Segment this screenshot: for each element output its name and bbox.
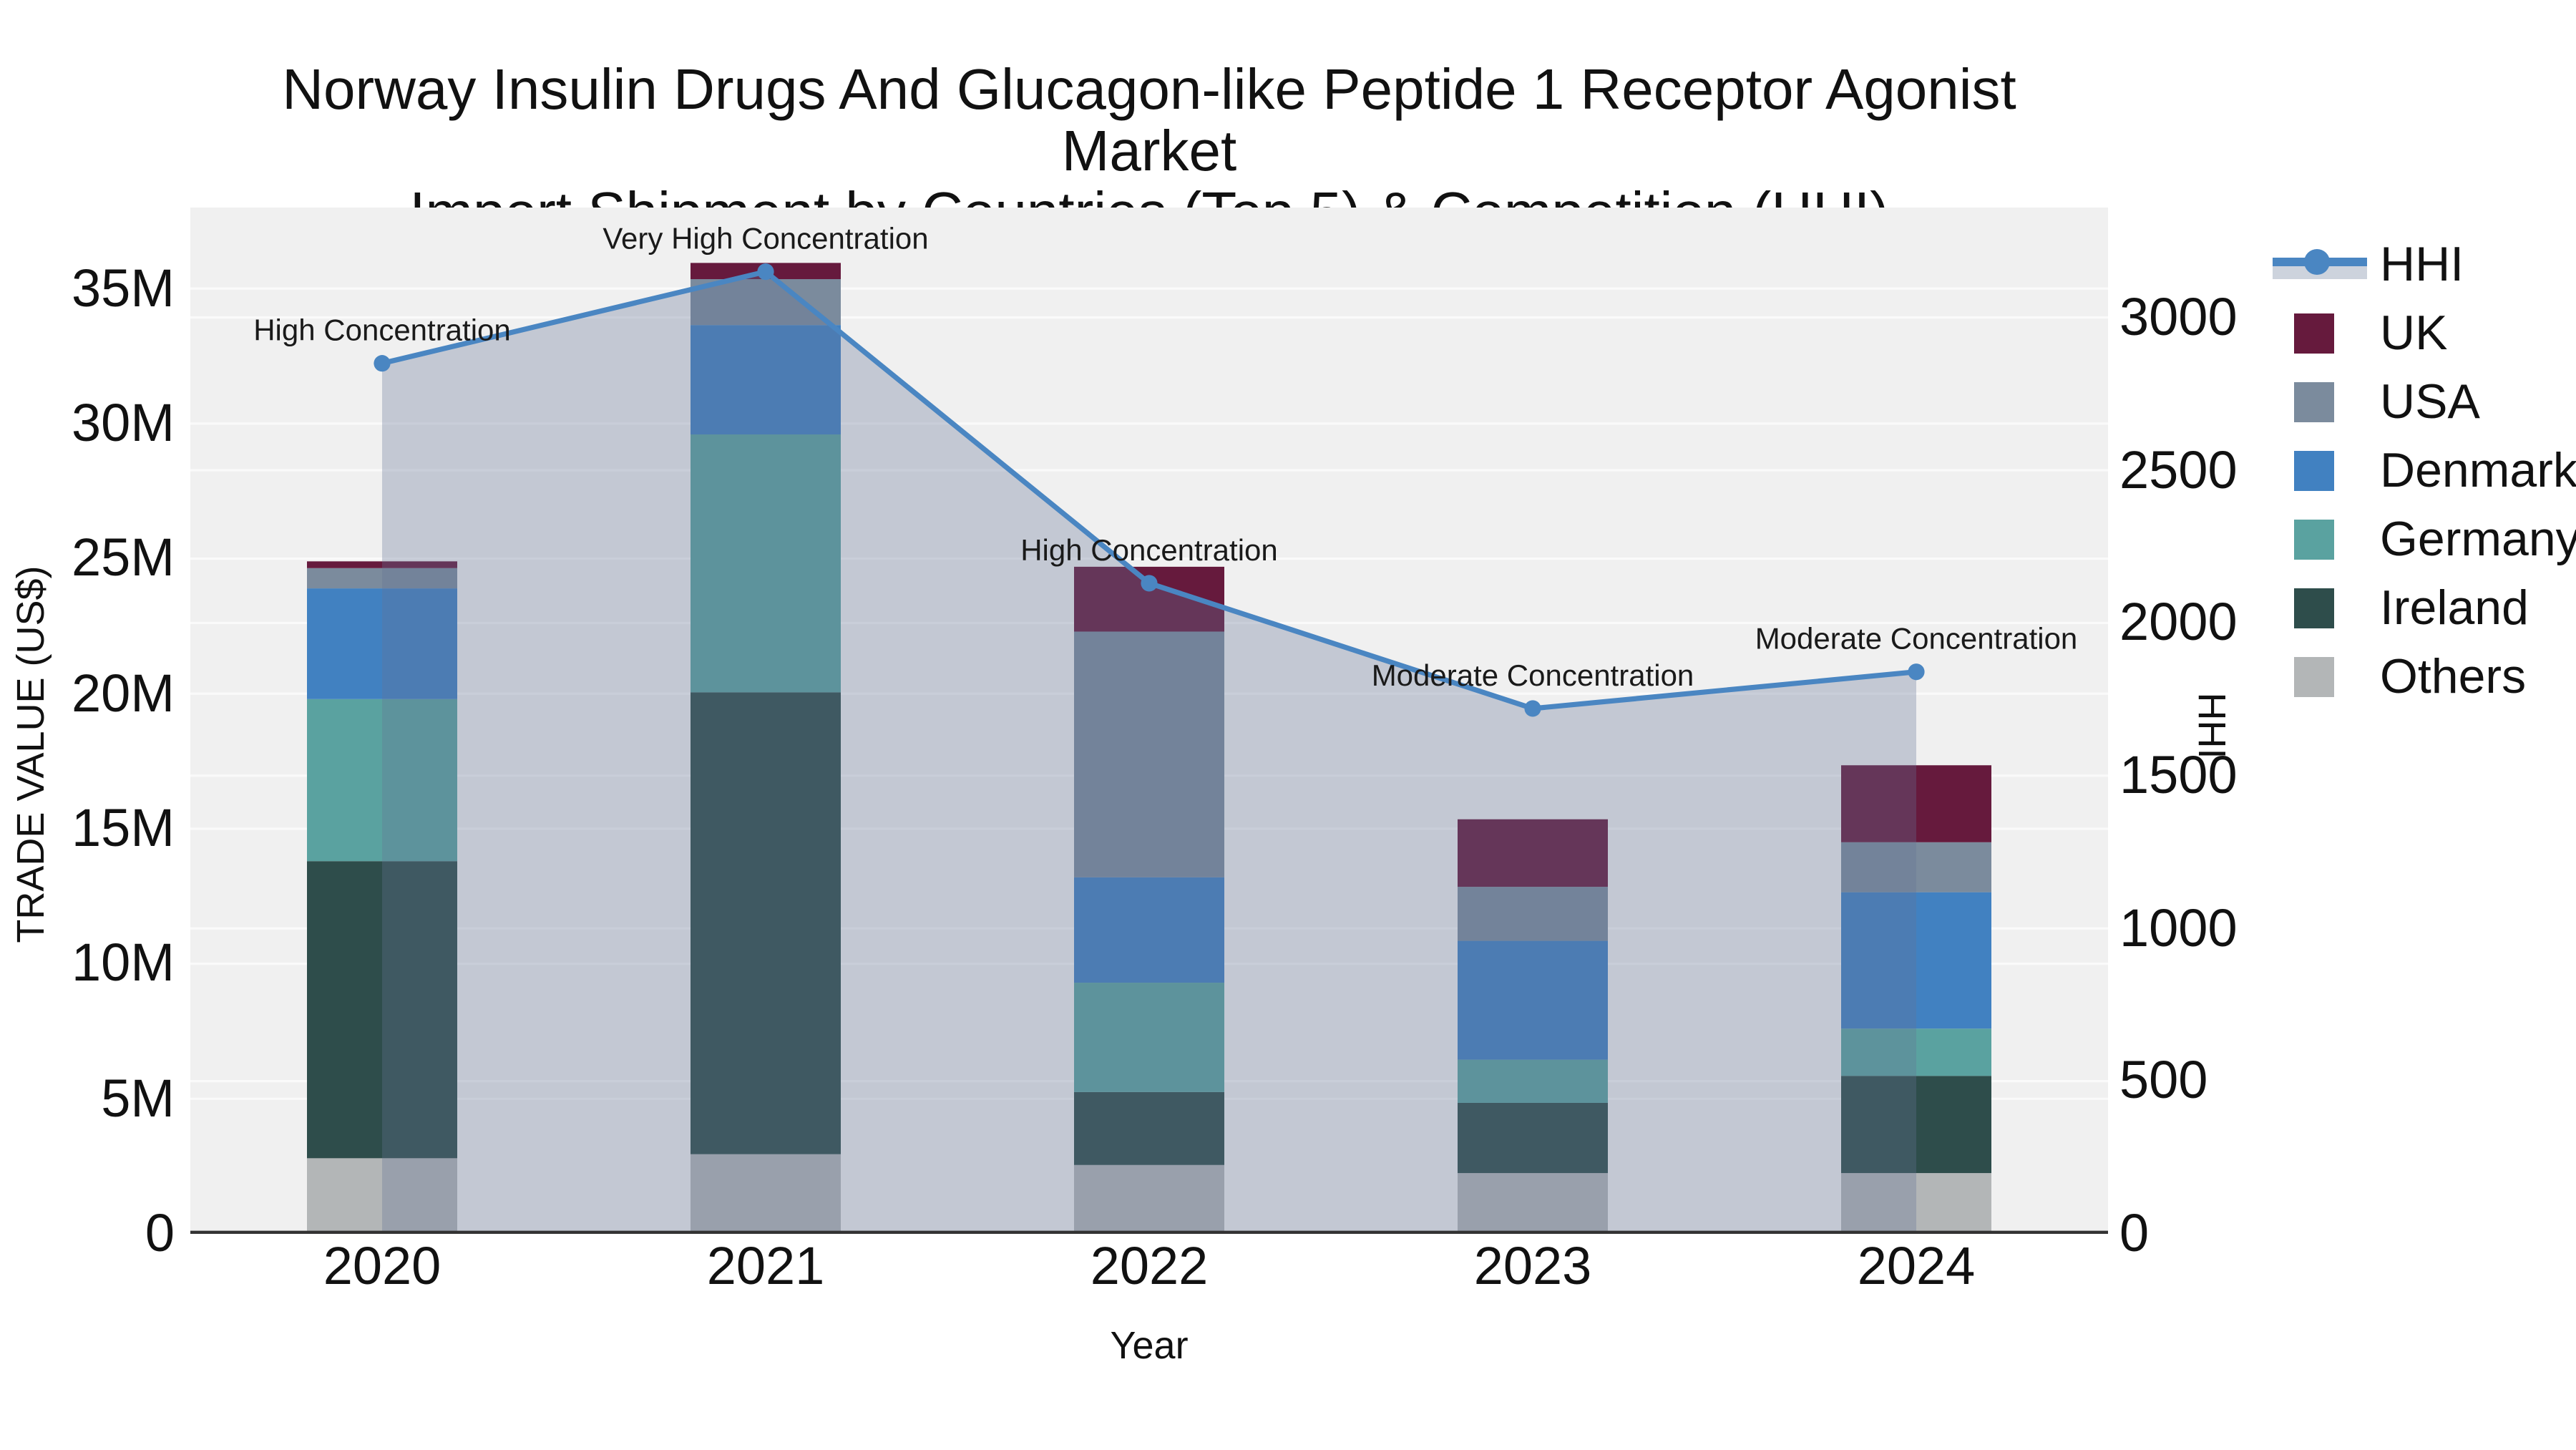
- legend-label: Others: [2380, 649, 2527, 704]
- legend-label: Germany: [2380, 512, 2576, 566]
- annotation-2023: Moderate Concentration: [1372, 658, 1694, 692]
- bar-segment-others-2020[interactable]: [307, 1158, 457, 1234]
- bar-segment-others-2023[interactable]: [1458, 1173, 1608, 1234]
- bar-segment-ireland-2022[interactable]: [1074, 1091, 1224, 1165]
- hhi-marker-2024[interactable]: [1908, 663, 1925, 681]
- y-left-tick-5M: 5M: [101, 1069, 175, 1128]
- bar-segment-germany-2024[interactable]: [1841, 1028, 1991, 1076]
- x-tick-2020: 2020: [323, 1237, 441, 1295]
- y-left-tick-35M: 35M: [72, 258, 175, 318]
- x-axis-title: Year: [1110, 1324, 1189, 1367]
- y-right-tick-2000: 2000: [2119, 593, 2238, 652]
- annotation-2020: High Concentration: [253, 313, 511, 347]
- color-swatch-icon: [2273, 382, 2367, 422]
- bar-segment-denmark-2023[interactable]: [1458, 940, 1608, 1060]
- y-left-tick-15M: 15M: [72, 798, 175, 857]
- legend-label: Denmark: [2380, 443, 2576, 497]
- legend-item-denmark[interactable]: Denmark: [2273, 437, 2576, 505]
- bar-segment-ireland-2021[interactable]: [691, 692, 841, 1154]
- legend-item-hhi[interactable]: HHI: [2273, 230, 2576, 299]
- legend-label: UK: [2380, 306, 2448, 360]
- bar-segment-germany-2023[interactable]: [1458, 1059, 1608, 1103]
- bar-segment-usa-2022[interactable]: [1074, 631, 1224, 877]
- y-right-tick-1000: 1000: [2119, 898, 2238, 958]
- x-tick-2021: 2021: [706, 1237, 825, 1295]
- y-axis-right-tick-labels: 0 500 1000 1500 2000 2500 3000: [2119, 208, 2377, 1262]
- bar-segment-denmark-2021[interactable]: [691, 325, 841, 434]
- color-swatch-icon: [2273, 588, 2367, 628]
- y-left-tick-0: 0: [145, 1204, 175, 1262]
- color-swatch-icon: [2273, 657, 2367, 697]
- bar-segment-denmark-2024[interactable]: [1841, 892, 1991, 1029]
- legend-item-uk[interactable]: UK: [2273, 299, 2576, 368]
- y-left-tick-30M: 30M: [72, 393, 175, 452]
- bar-segment-others-2021[interactable]: [691, 1154, 841, 1234]
- bar-segment-others-2024[interactable]: [1841, 1173, 1991, 1234]
- legend-item-others[interactable]: Others: [2273, 643, 2576, 711]
- color-swatch-icon: [2273, 520, 2367, 560]
- annotation-2021: Very High Concentration: [602, 222, 928, 256]
- bar-segment-usa-2020[interactable]: [307, 568, 457, 589]
- annotation-2022: High Concentration: [1020, 533, 1278, 567]
- hhi-marker-2020[interactable]: [374, 355, 391, 372]
- hhi-marker-2021[interactable]: [757, 263, 774, 281]
- bar-segment-usa-2023[interactable]: [1458, 887, 1608, 941]
- y-right-tick-2500: 2500: [2119, 440, 2238, 500]
- hhi-marker-2022[interactable]: [1141, 575, 1158, 592]
- y-left-tick-10M: 10M: [72, 933, 175, 993]
- y-right-tick-3000: 3000: [2119, 287, 2238, 346]
- annotation-2024: Moderate Concentration: [1755, 622, 2078, 656]
- bar-segment-ireland-2024[interactable]: [1841, 1076, 1991, 1174]
- x-tick-2024: 2024: [1857, 1237, 1976, 1295]
- bar-segment-usa-2024[interactable]: [1841, 842, 1991, 892]
- color-swatch-icon: [2273, 451, 2367, 491]
- x-tick-2023: 2023: [1473, 1237, 1592, 1295]
- bar-segment-uk-2024[interactable]: [1841, 765, 1991, 842]
- bar-segment-germany-2021[interactable]: [691, 434, 841, 693]
- hhi-marker-2023[interactable]: [1524, 700, 1541, 717]
- bar-segment-germany-2020[interactable]: [307, 699, 457, 862]
- y-axis-left-tick-labels: 0 5M 10M 15M 20M 25M 30M 35M: [0, 208, 175, 1262]
- bar-segment-ireland-2023[interactable]: [1458, 1102, 1608, 1174]
- x-tick-2022: 2022: [1090, 1237, 1209, 1295]
- legend: HHI UK USA Denmark Germany Ireland Others: [2273, 230, 2576, 711]
- y-axis-right-title: HHI: [2190, 692, 2233, 759]
- bar-segment-ireland-2020[interactable]: [307, 861, 457, 1159]
- legend-item-germany[interactable]: Germany: [2273, 505, 2576, 574]
- y-right-tick-0: 0: [2119, 1204, 2150, 1262]
- bar-segment-denmark-2022[interactable]: [1074, 877, 1224, 983]
- y-right-tick-500: 500: [2119, 1051, 2208, 1110]
- plot-canvas: High Concentration Very High Concentratio…: [190, 208, 2108, 1235]
- bar-segment-denmark-2020[interactable]: [307, 588, 457, 699]
- hhi-area-fill: [382, 271, 1916, 1234]
- hhi-line-icon: [2273, 239, 2367, 291]
- legend-label: HHI: [2380, 237, 2464, 291]
- bar-segment-uk-2023[interactable]: [1458, 819, 1608, 887]
- legend-item-ireland[interactable]: Ireland: [2273, 574, 2576, 643]
- plot-area: High Concentration Very High Concentratio…: [190, 208, 2108, 1235]
- bar-segment-germany-2022[interactable]: [1074, 983, 1224, 1092]
- bar-segment-uk-2020[interactable]: [307, 561, 457, 568]
- chart-title-line1: Norway Insulin Drugs And Glucagon-like P…: [282, 59, 2016, 183]
- bar-segment-usa-2021[interactable]: [691, 279, 841, 326]
- bar-segment-others-2022[interactable]: [1074, 1164, 1224, 1234]
- legend-label: USA: [2380, 374, 2480, 429]
- y-right-tick-1500: 1500: [2119, 745, 2238, 804]
- color-swatch-icon: [2273, 313, 2367, 354]
- legend-label: Ireland: [2380, 580, 2529, 635]
- y-axis-left-title: TRADE VALUE (US$): [9, 565, 52, 943]
- x-axis-tick-labels: 2020 2021 2022 2023 2024: [190, 1234, 2108, 1320]
- legend-item-usa[interactable]: USA: [2273, 368, 2576, 437]
- y-left-tick-20M: 20M: [72, 663, 175, 723]
- y-left-tick-25M: 25M: [72, 528, 175, 588]
